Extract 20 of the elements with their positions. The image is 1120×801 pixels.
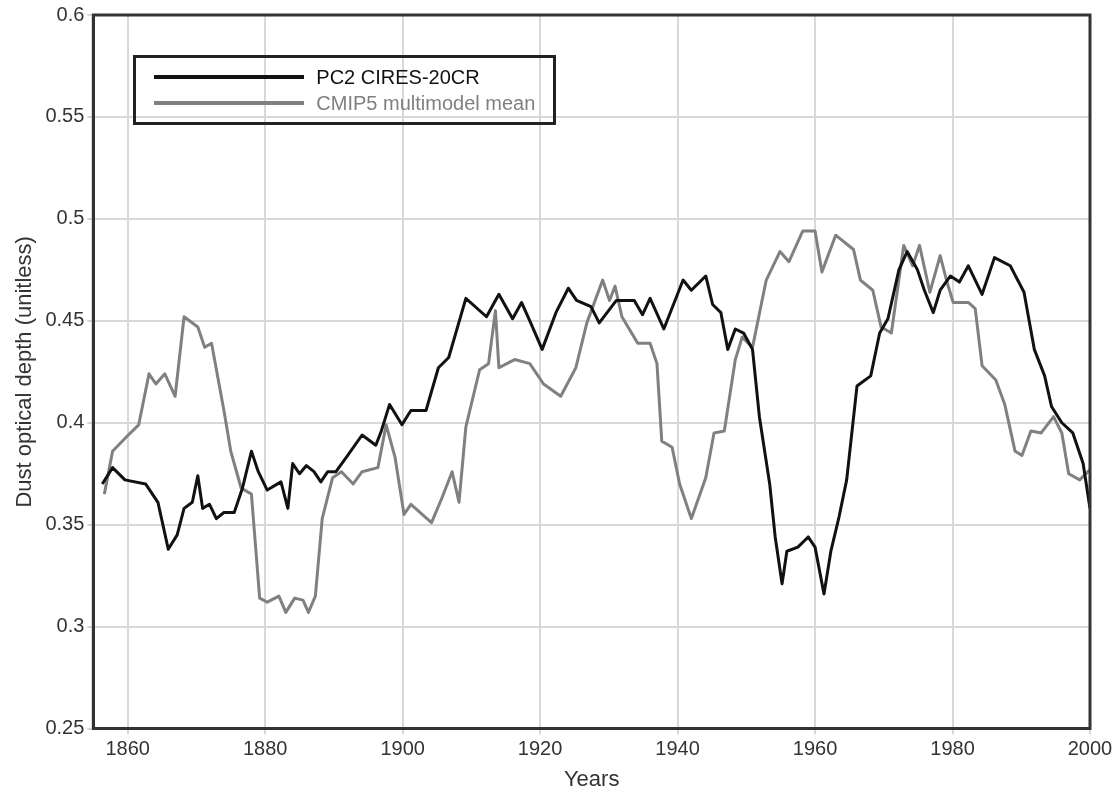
x-tick-label: 1980 bbox=[930, 737, 975, 760]
y-axis-title: Dust optical depth (unitless) bbox=[11, 236, 37, 508]
y-tick-label: 0.3 bbox=[56, 614, 85, 637]
x-tick-label: 2000 bbox=[1067, 737, 1113, 760]
x-tick-label: 1960 bbox=[792, 737, 838, 760]
y-tick-label: 0.4 bbox=[56, 410, 85, 433]
y-tick-label: 0.45 bbox=[45, 308, 85, 331]
x-tick-label: 1900 bbox=[380, 737, 425, 760]
y-tick-label: 0.55 bbox=[45, 104, 85, 127]
y-tick-label: 0.25 bbox=[45, 716, 85, 739]
y-tick-label: 0.5 bbox=[56, 206, 85, 229]
y-tick-label: 0.6 bbox=[56, 2, 85, 25]
text: CMIP5 multimodel mean bbox=[316, 91, 536, 116]
y-tick-label: 0.35 bbox=[45, 512, 85, 535]
x-axis-title: Years bbox=[563, 765, 620, 791]
x-tick-label: 1880 bbox=[242, 737, 288, 760]
x-tick-label: 1860 bbox=[105, 737, 150, 760]
text: PC2 CIRES-20CR bbox=[316, 65, 480, 90]
x-tick-label: 1920 bbox=[517, 737, 563, 760]
x-tick-label: 1940 bbox=[655, 737, 700, 760]
